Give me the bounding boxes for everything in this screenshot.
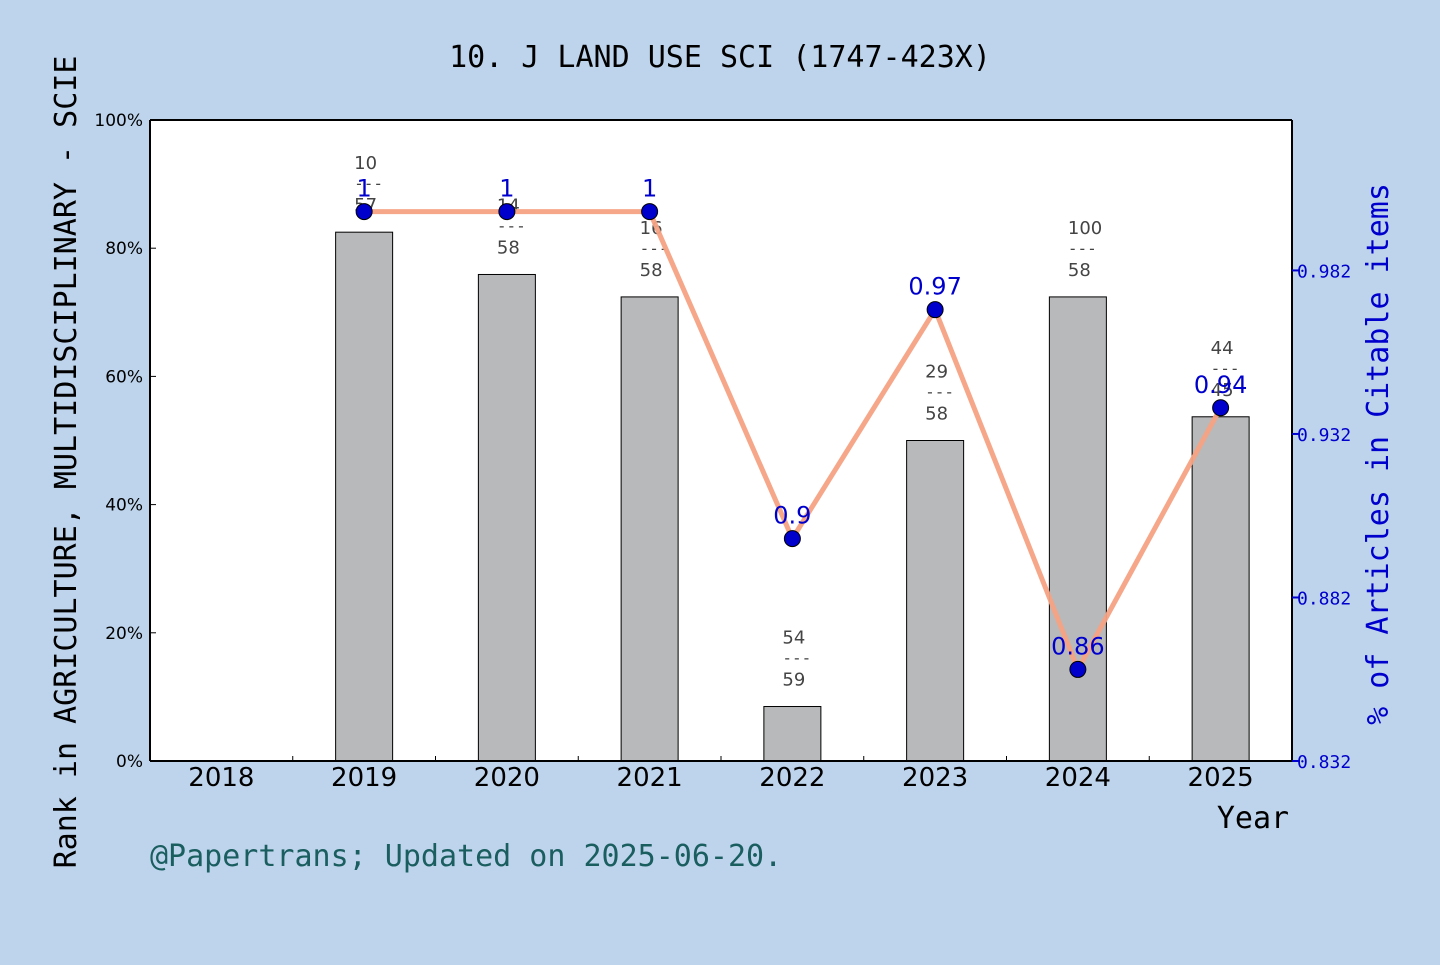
chart-title: 10. J LAND USE SCI (1747-423X) bbox=[449, 40, 991, 75]
x-tick-label-2024: 2024 bbox=[1045, 763, 1111, 793]
line-value-label-2023: 0.97 bbox=[908, 273, 961, 301]
line-series: 1 1 1 0.9 0.97 0.86 0.94 bbox=[355, 175, 1247, 678]
right-tick-label: 0.832 bbox=[1297, 752, 1351, 773]
bar-2019 bbox=[335, 231, 394, 762]
rank-divider: --- bbox=[1068, 239, 1097, 258]
line-value-label-2025: 0.94 bbox=[1194, 371, 1247, 399]
rank-label-2025: 44--- 45 bbox=[1211, 338, 1240, 401]
rank-number: 100 bbox=[1068, 218, 1102, 239]
bars bbox=[335, 231, 1250, 762]
line-value-label-2020: 1 bbox=[499, 175, 514, 203]
right-tick-label: 0.882 bbox=[1297, 588, 1351, 609]
line-value-label-2019: 1 bbox=[356, 175, 371, 203]
right-axis-ticks: 0.832 0.882 0.932 0.982 bbox=[1292, 261, 1351, 773]
x-tick-label-2020: 2020 bbox=[474, 763, 540, 793]
line-point-2020 bbox=[498, 203, 516, 221]
bar-2025 bbox=[1191, 416, 1250, 762]
rank-divider: --- bbox=[354, 174, 383, 193]
line-point-2021 bbox=[641, 203, 659, 221]
rank-label-2023: 29--- 58 bbox=[925, 362, 954, 425]
x-tick-label-2018: 2018 bbox=[188, 763, 254, 793]
x-tick-label-2025: 2025 bbox=[1188, 763, 1254, 793]
rank-label-2024: 100--- 58 bbox=[1068, 218, 1102, 281]
left-axis-label: Rank in AGRICULTURE, MULTIDISCIPLINARY -… bbox=[49, 56, 84, 869]
rank-label-2022: 54--- 59 bbox=[782, 628, 811, 691]
line-point-2019 bbox=[355, 203, 373, 221]
line-point-2024 bbox=[1069, 660, 1087, 678]
bar-2022 bbox=[763, 706, 822, 762]
line-value-label-2022: 0.9 bbox=[773, 502, 811, 530]
rank-divider: --- bbox=[497, 216, 526, 235]
bar-2024 bbox=[1048, 296, 1107, 762]
line-point-2022 bbox=[783, 530, 801, 548]
line-value-label-2024: 0.86 bbox=[1051, 632, 1104, 660]
line-point-2023 bbox=[926, 301, 944, 319]
left-tick-label: 40% bbox=[105, 496, 143, 516]
rank-number: 29 bbox=[925, 362, 948, 383]
bar-2021 bbox=[620, 296, 679, 762]
line-value-label-2021: 1 bbox=[642, 175, 657, 203]
left-tick-label: 60% bbox=[105, 367, 143, 387]
rank-number: 10 bbox=[354, 153, 377, 174]
plot-area bbox=[150, 120, 1292, 761]
x-tick-label-2022: 2022 bbox=[759, 763, 825, 793]
x-axis-label: Year bbox=[1217, 801, 1289, 836]
left-axis-ticks: 0% 20% 40% 60% 80% 100% bbox=[94, 111, 156, 772]
rank-labels: 10---5714---5816---5854---5929---58100--… bbox=[354, 153, 1239, 690]
rank-total: 58 bbox=[1068, 260, 1091, 281]
rank-divider: --- bbox=[782, 649, 811, 668]
x-tick-label-2019: 2019 bbox=[331, 763, 397, 793]
rank-total: 58 bbox=[497, 237, 520, 258]
x-tick-label-2023: 2023 bbox=[902, 763, 968, 793]
right-tick-label: 0.932 bbox=[1297, 425, 1351, 446]
left-tick-label: 20% bbox=[105, 624, 143, 644]
left-tick-label: 0% bbox=[116, 752, 143, 772]
left-tick-label: 100% bbox=[94, 111, 143, 131]
rank-number: 54 bbox=[782, 628, 805, 649]
rank-divider: --- bbox=[1211, 359, 1240, 378]
right-axis-label: % of Articles in Citable items bbox=[1361, 183, 1396, 725]
rank-total: 58 bbox=[925, 404, 948, 425]
rank-total: 45 bbox=[1211, 380, 1234, 401]
x-tick-label-2021: 2021 bbox=[617, 763, 683, 793]
right-tick-label: 0.982 bbox=[1297, 261, 1351, 282]
bar-2023 bbox=[906, 440, 965, 762]
rank-divider: --- bbox=[925, 383, 954, 402]
x-axis-ticks: 2018 2019 2020 2021 2022 2023 2024 2025 bbox=[188, 756, 1254, 793]
rank-total: 58 bbox=[640, 260, 663, 281]
rank-number: 44 bbox=[1211, 338, 1234, 359]
footer-note: @Papertrans; Updated on 2025-06-20. bbox=[150, 839, 782, 874]
line-point-2025 bbox=[1212, 399, 1230, 417]
bar-2020 bbox=[477, 273, 536, 762]
rank-total: 59 bbox=[782, 670, 805, 691]
left-tick-label: 80% bbox=[105, 239, 143, 259]
